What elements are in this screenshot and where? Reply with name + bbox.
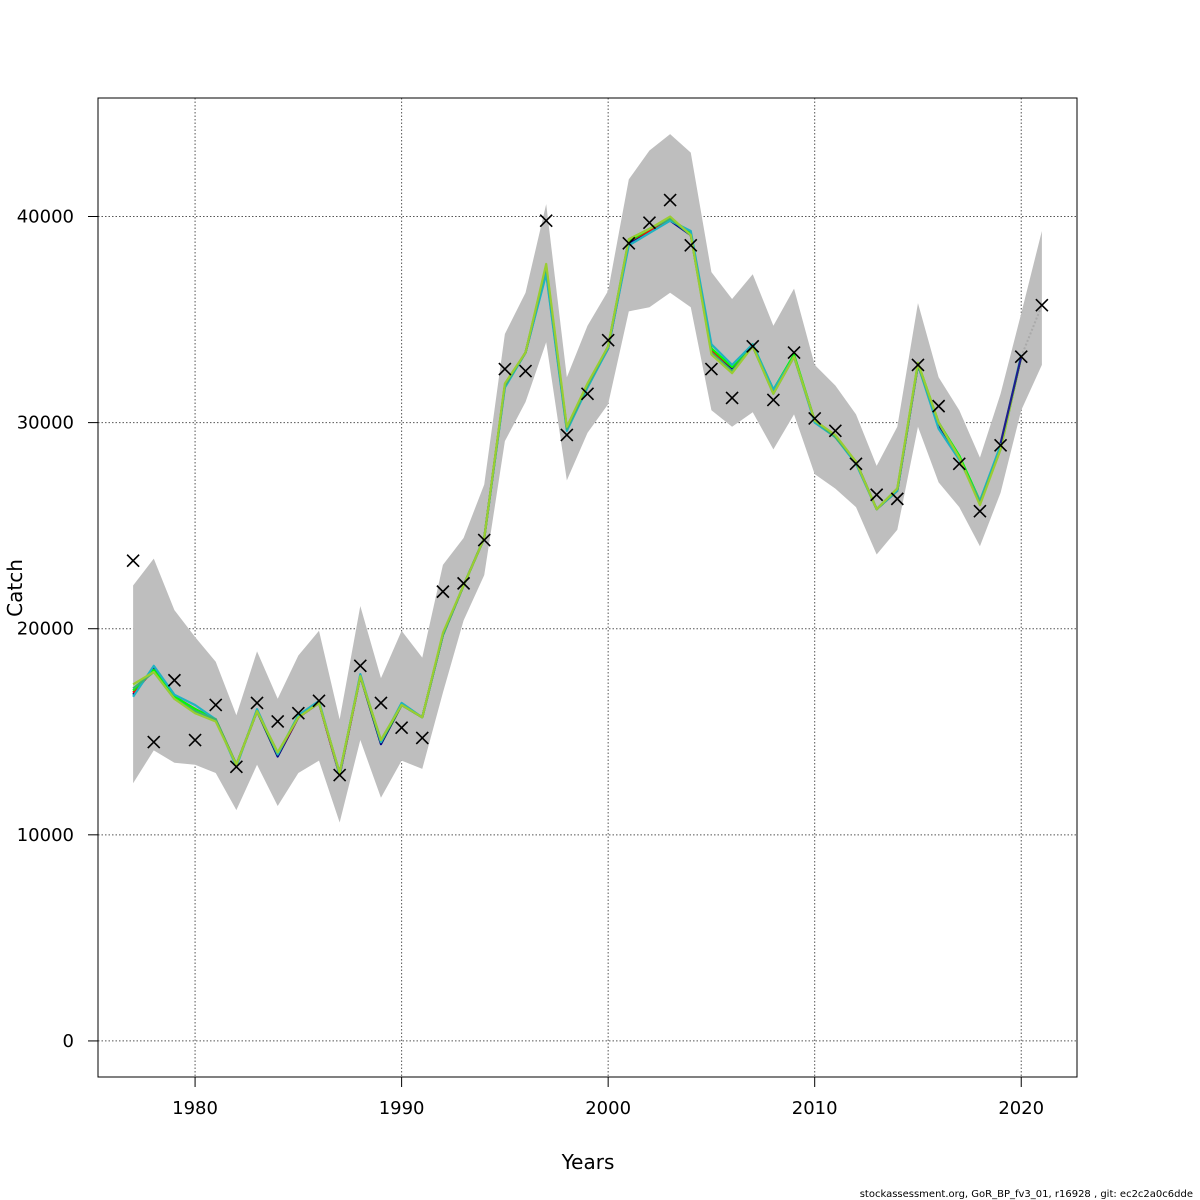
confidence-band	[133, 134, 1042, 823]
observation-marker	[787, 345, 801, 360]
observation-marker	[291, 706, 305, 720]
observation-markers-layer	[126, 193, 1049, 782]
observation-marker	[374, 696, 388, 710]
observation-marker	[890, 492, 904, 506]
grid-lines	[98, 98, 1077, 1077]
observation-marker	[1035, 298, 1049, 312]
observation-marker	[766, 393, 780, 407]
y-tick-label: 10000	[17, 825, 74, 846]
series-line	[132, 215, 1023, 775]
observation-marker	[333, 768, 347, 782]
x-tick-label: 2020	[998, 1098, 1044, 1119]
observation-marker	[477, 533, 491, 547]
observation-marker	[808, 411, 822, 426]
observation-marker	[126, 554, 140, 568]
observation-marker	[1014, 350, 1028, 364]
observation-marker	[622, 236, 636, 250]
observation-marker	[746, 339, 760, 353]
observation-marker	[312, 694, 326, 708]
x-tick-label: 1980	[172, 1098, 218, 1119]
observation-marker	[415, 731, 429, 745]
observation-marker	[849, 457, 863, 471]
observation-marker	[209, 698, 223, 712]
observation-marker	[539, 214, 553, 228]
observation-marker	[518, 364, 533, 378]
y-tick-label: 0	[63, 1031, 74, 1052]
observation-marker	[870, 488, 884, 502]
y-axis-title: Catch	[3, 559, 27, 617]
observation-marker	[457, 576, 471, 590]
observation-marker	[147, 735, 161, 749]
observation-marker	[560, 428, 574, 442]
observation-marker	[973, 504, 987, 518]
observation-marker	[601, 333, 615, 347]
x-tick-label: 2010	[792, 1098, 838, 1119]
x-axis-title: Years	[561, 1150, 615, 1174]
series-line	[999, 356, 1023, 444]
y-tick-label: 40000	[17, 207, 74, 228]
observation-marker	[580, 387, 595, 401]
observation-marker	[395, 721, 409, 735]
observation-marker	[167, 673, 181, 687]
confidence-band-layer	[133, 134, 1042, 823]
observation-marker	[250, 696, 264, 710]
plot-frame	[97, 97, 1078, 1078]
observation-marker	[704, 362, 718, 376]
observation-marker	[994, 438, 1008, 452]
footer-note: stockassessment.org, GoR_BP_fv3_01, r169…	[860, 1189, 1193, 1200]
observation-marker	[498, 362, 512, 376]
observation-marker	[684, 238, 698, 252]
y-tick-label: 30000	[17, 413, 74, 434]
observation-marker	[271, 714, 285, 729]
observation-marker	[436, 585, 450, 599]
y-axis: 0 10000 20000 30000 40000	[17, 207, 98, 1052]
observation-marker	[828, 424, 842, 438]
observation-marker	[188, 733, 202, 747]
x-tick-label: 1990	[379, 1098, 425, 1119]
x-axis: 1980 1990 2000 2010 2020	[172, 1077, 1044, 1119]
x-tick-label: 2000	[585, 1098, 631, 1119]
observation-marker	[229, 760, 243, 774]
series-line	[1020, 304, 1043, 358]
observation-marker	[952, 457, 966, 471]
observation-marker	[642, 216, 657, 230]
series-lines-layer	[132, 215, 1043, 777]
observation-marker	[663, 193, 677, 207]
observation-marker	[353, 659, 367, 673]
observation-marker	[932, 399, 946, 413]
observation-marker	[911, 358, 925, 372]
y-tick-label: 20000	[17, 619, 74, 640]
observation-marker	[725, 391, 739, 405]
